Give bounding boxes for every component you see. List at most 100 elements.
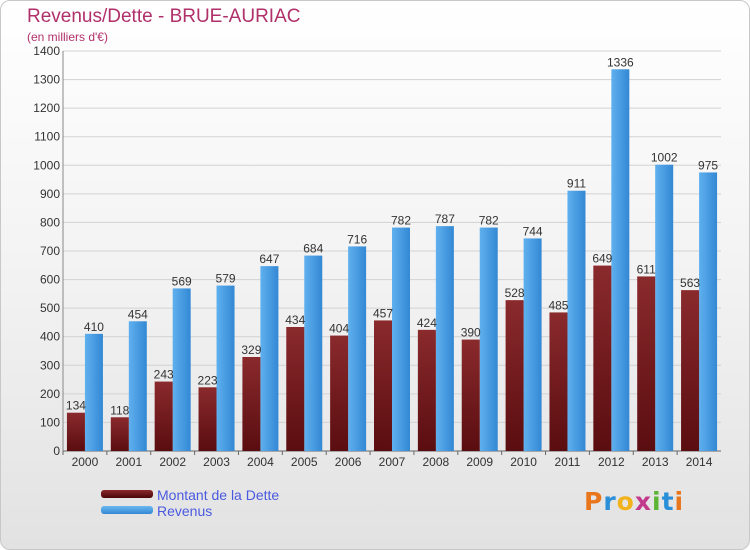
data-label-debt: 424 <box>417 316 437 330</box>
data-label-debt: 243 <box>154 368 174 382</box>
data-label-debt: 457 <box>373 306 393 320</box>
logo-letter: i <box>674 487 685 516</box>
bar-revenue <box>260 266 279 451</box>
y-tick-label: 900 <box>40 187 60 201</box>
y-tick-label: 1300 <box>33 73 60 87</box>
legend-swatch-debt <box>101 490 153 498</box>
data-label-revenue: 716 <box>347 232 367 246</box>
data-label-debt: 563 <box>680 276 700 290</box>
data-label-revenue: 647 <box>259 252 279 266</box>
data-label-debt: 329 <box>241 343 261 357</box>
y-tick-label: 300 <box>40 358 60 372</box>
bar-revenue <box>435 226 454 451</box>
bar-revenue <box>304 255 323 451</box>
data-label-revenue: 975 <box>698 158 718 172</box>
data-label-debt: 434 <box>285 313 305 327</box>
bar-revenue <box>348 246 367 451</box>
x-tick-label: 2010 <box>510 455 537 469</box>
x-tick-label: 2005 <box>291 455 318 469</box>
bar-revenue <box>699 172 718 451</box>
legend-label-revenue: Revenus <box>157 503 213 519</box>
x-tick-label: 2008 <box>423 455 450 469</box>
bar-debt <box>593 265 612 451</box>
y-tick-label: 1200 <box>33 101 60 115</box>
data-label-debt: 134 <box>66 399 86 413</box>
data-label-debt: 118 <box>110 403 129 417</box>
bar-revenue <box>523 238 542 451</box>
bar-debt <box>417 329 436 451</box>
data-label-revenue: 579 <box>216 272 236 286</box>
bar-debt <box>637 276 656 451</box>
logo-letter: i <box>652 487 662 516</box>
logo-letter: P <box>584 487 604 516</box>
x-tick-label: 2009 <box>466 455 493 469</box>
bar-debt <box>461 339 480 451</box>
bar-debt <box>681 290 700 451</box>
data-label-revenue: 787 <box>435 212 455 226</box>
data-label-debt: 611 <box>637 262 656 276</box>
bar-debt <box>505 300 524 451</box>
data-label-revenue: 782 <box>479 214 499 228</box>
chart-subtitle: (en milliers d'€) <box>27 30 108 44</box>
x-tick-label: 2000 <box>72 455 99 469</box>
bar-revenue <box>611 69 630 452</box>
proxiti-logo: Proxiti <box>584 487 684 516</box>
x-tick-label: 2003 <box>203 455 230 469</box>
bar-revenue <box>567 190 586 451</box>
bar-revenue <box>128 321 147 451</box>
logo-letter: x <box>634 487 652 516</box>
x-tick-label: 2011 <box>555 455 581 469</box>
bar-revenue <box>479 227 498 451</box>
y-tick-label: 800 <box>40 215 60 229</box>
y-tick-label: 100 <box>40 415 60 429</box>
y-tick-label: 1400 <box>33 44 60 58</box>
bar-revenue <box>392 227 410 451</box>
bar-revenue <box>172 288 191 451</box>
bar-debt <box>110 417 129 451</box>
y-tick-label: 0 <box>53 444 60 458</box>
bar-debt <box>154 381 173 451</box>
data-label-debt: 390 <box>461 326 481 340</box>
bar-revenue <box>84 333 103 451</box>
y-tick-label: 500 <box>40 301 60 315</box>
data-label-debt: 485 <box>548 298 568 312</box>
data-label-revenue: 782 <box>391 214 411 228</box>
data-label-revenue: 911 <box>567 177 586 191</box>
x-tick-label: 2006 <box>335 455 362 469</box>
data-label-revenue: 684 <box>303 242 323 256</box>
data-label-revenue: 1336 <box>607 55 634 69</box>
legend-swatch-revenue <box>101 506 153 514</box>
data-label-debt: 649 <box>592 252 612 266</box>
data-label-revenue: 744 <box>523 224 543 238</box>
bar-revenue <box>216 285 235 451</box>
y-tick-label: 1100 <box>34 130 60 144</box>
logo-letter: t <box>661 487 675 516</box>
data-label-debt: 404 <box>329 322 349 336</box>
logo-letter: r <box>603 487 617 516</box>
data-label-revenue: 569 <box>172 274 192 288</box>
y-tick-label: 400 <box>40 330 60 344</box>
data-label-debt: 223 <box>198 373 218 387</box>
x-tick-label: 2002 <box>159 455 186 469</box>
bar-debt <box>66 412 85 451</box>
legend-label-debt: Montant de la Dette <box>157 487 280 503</box>
logo-letter: o <box>616 487 635 516</box>
y-tick-label: 1000 <box>33 158 60 172</box>
y-tick-label: 600 <box>40 273 60 287</box>
y-tick-label: 700 <box>40 244 60 258</box>
bar-debt <box>549 312 568 451</box>
bar-debt <box>198 387 217 451</box>
bar-debt <box>374 320 392 451</box>
data-label-revenue: 454 <box>128 307 148 321</box>
bar-debt <box>330 335 349 451</box>
x-tick-label: 2013 <box>642 455 669 469</box>
data-label-debt: 528 <box>505 286 525 300</box>
x-tick-label: 2004 <box>247 455 274 469</box>
data-label-revenue: 410 <box>84 320 104 334</box>
data-label-revenue: 1002 <box>651 151 678 165</box>
x-tick-label: 2007 <box>379 455 406 469</box>
bar-revenue <box>655 164 674 451</box>
bar-debt <box>286 327 305 451</box>
